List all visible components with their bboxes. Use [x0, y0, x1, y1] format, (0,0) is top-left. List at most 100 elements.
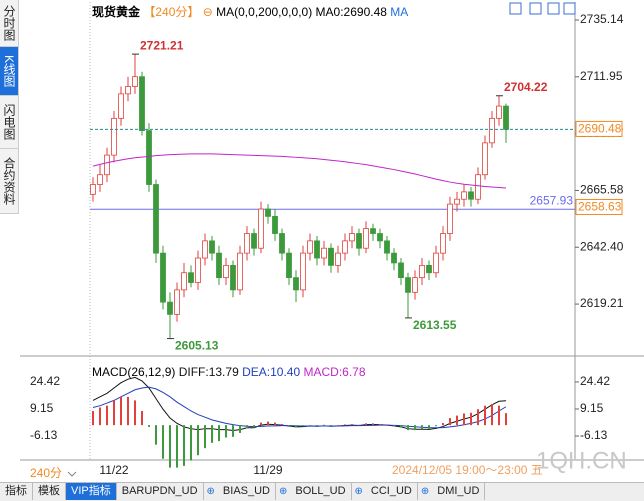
candle-body	[244, 233, 250, 254]
macd-bar	[239, 425, 241, 433]
macd-bar	[344, 424, 346, 426]
tab[interactable]: 模板	[33, 483, 66, 500]
macd-bar	[176, 425, 178, 468]
sidebar-tab[interactable]: 合约资料	[0, 149, 19, 214]
macd-bar	[183, 425, 185, 466]
macd-bar	[407, 425, 409, 431]
y-tick-label: 2735.14	[580, 12, 624, 26]
y-tick-label: 24.42	[580, 374, 610, 388]
icon[interactable]: ⊕	[206, 486, 215, 497]
macd-bar	[484, 405, 486, 426]
icon[interactable]	[509, 2, 522, 15]
candle-body	[468, 191, 474, 200]
tab[interactable]: BIAS_UD	[218, 483, 276, 500]
candle-body	[370, 228, 376, 234]
candle-body	[104, 154, 110, 176]
candle-body	[223, 264, 229, 279]
candle-body	[251, 233, 257, 249]
macd-bar	[498, 405, 500, 426]
legend-entry: DEA:10.40	[242, 365, 301, 379]
bottom-tabs: 指标 模板 VIP指标 BARUPDN_UD ⊕ BIAS_UD ⊕ BOLL_UD ⊕ CCI_…	[0, 482, 644, 501]
legend-entry: DIFF:13.79	[178, 365, 239, 379]
tab[interactable]: VIP指标	[66, 483, 117, 500]
macd-bar	[421, 425, 423, 430]
macd-bar	[372, 423, 374, 426]
macd-bar	[337, 425, 339, 426]
extreme-label: 2704.22	[504, 80, 548, 94]
macd-bar	[274, 422, 276, 426]
candle-body	[139, 76, 145, 132]
legend-entry: MACD:6.78	[303, 365, 366, 379]
macd-bar	[302, 425, 304, 427]
candle-body	[489, 117, 495, 144]
macd-bar	[120, 396, 122, 426]
candle-body	[321, 247, 327, 259]
y-tick-label: 2642.40	[580, 239, 624, 253]
candle-body	[293, 277, 299, 291]
candle-body	[160, 252, 166, 303]
period-badge[interactable]: 240分	[30, 466, 62, 480]
macd-bar	[330, 425, 332, 426]
macd-bar	[148, 425, 150, 427]
candle-body	[419, 264, 425, 279]
icon[interactable]	[529, 2, 542, 15]
macd-bar	[162, 425, 164, 459]
icon[interactable]	[563, 2, 576, 15]
tab[interactable]: BARUPDN_UD	[117, 483, 204, 500]
y-tick-label: 2711.95	[580, 69, 623, 83]
price-box	[575, 198, 623, 215]
macd-bar	[505, 413, 507, 426]
macd-bar	[323, 424, 325, 426]
tab[interactable]: BOLL_UD	[290, 483, 352, 500]
tab[interactable]: DMI_UD	[432, 483, 486, 500]
candle-body	[377, 233, 383, 242]
macd-bar	[204, 425, 206, 449]
extreme-label: 2721.21	[140, 38, 184, 52]
sidebar-tab[interactable]: 闪电图	[0, 96, 19, 149]
icon[interactable]: ⊖	[202, 5, 213, 19]
macd-bar	[309, 425, 311, 426]
macd-bar	[134, 400, 136, 426]
candle-body	[398, 262, 404, 279]
macd-bar	[253, 425, 255, 428]
tab[interactable]: CCI_UD	[366, 483, 418, 500]
candle-body	[272, 215, 278, 234]
icon[interactable]: ⊕	[354, 486, 363, 497]
candle-body	[153, 184, 159, 254]
macd-bar	[316, 425, 318, 426]
macd-bar	[288, 425, 290, 426]
icon[interactable]	[547, 2, 560, 15]
candle-body	[475, 174, 481, 200]
macd-bar	[281, 424, 283, 426]
candle-body	[307, 240, 313, 254]
sidebar-tab[interactable]: K线图	[0, 47, 19, 96]
chart-header: 现货黄金 【240分】 ⊖ MA(0,0,200,0,0,0) MA0:2690…	[92, 3, 408, 20]
candle-body	[258, 208, 264, 249]
candle-body	[328, 247, 334, 266]
sidebar-tab[interactable]: 分时图	[0, 0, 19, 47]
macd-title: MACD(26,12,9)	[92, 365, 176, 379]
candle-body	[202, 240, 208, 259]
extreme-label: 2605.13	[175, 339, 219, 353]
candle-body	[97, 174, 103, 185]
tab[interactable]: 指标	[0, 483, 33, 500]
candle-body	[454, 198, 460, 205]
candle-body	[433, 252, 439, 274]
macd-bar	[470, 412, 472, 426]
ma-button[interactable]: MA	[390, 5, 409, 19]
price-box-label: 2658.63	[578, 200, 622, 214]
icon[interactable]: ⊕	[279, 486, 288, 497]
macd-bar	[463, 413, 465, 426]
macd-bar	[295, 425, 297, 428]
macd-bar	[99, 407, 101, 426]
macd-bar	[169, 425, 171, 468]
macd-bar	[155, 425, 157, 445]
icon[interactable]: ⊕	[420, 486, 430, 497]
candle-body	[195, 257, 201, 283]
period[interactable]: 【240分】	[143, 5, 200, 19]
macd-header: MACD(26,12,9) DIFF:13.79 DEA:10.40 MACD:…	[92, 365, 366, 379]
macd-bar	[477, 409, 479, 426]
candle-body	[265, 208, 271, 217]
macd-bar	[232, 425, 234, 437]
macd-bar	[428, 425, 430, 429]
